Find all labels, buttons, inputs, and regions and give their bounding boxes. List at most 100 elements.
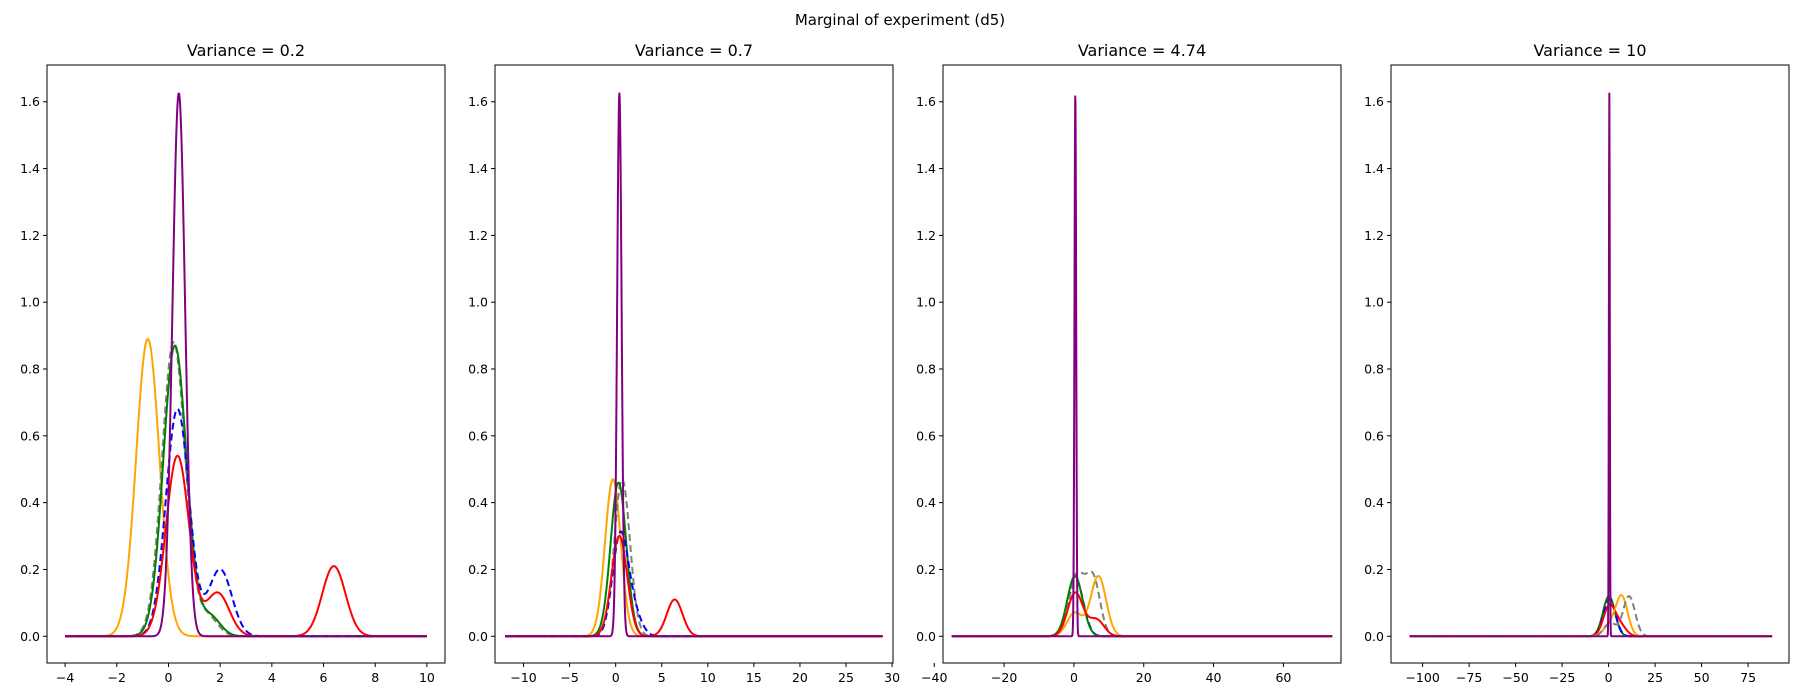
- y-tick-label: 0.0: [468, 629, 488, 644]
- subplot-4-title: Variance = 10: [1533, 41, 1646, 60]
- green-solid-curve: [64, 344, 428, 638]
- subplot-4-ticks: 0.0 0.2 0.4 0.6 0.8 1.0 1.2 1.4 1.6 −100 −75 −50 −25…: [1364, 94, 1756, 685]
- x-tick-label: −75: [1456, 670, 1482, 685]
- blue-dashed-curve: [1408, 598, 1773, 638]
- y-tick-label: 0.4: [1364, 495, 1384, 510]
- purple-solid-curve: [1408, 92, 1773, 638]
- green-solid-curve: [950, 575, 1333, 638]
- x-tick-label: 15: [746, 670, 762, 685]
- x-tick-label: 0: [1605, 670, 1613, 685]
- y-tick-label: 0.2: [468, 562, 488, 577]
- red-solid-curve: [950, 591, 1333, 638]
- x-tick-label: −25: [1549, 670, 1575, 685]
- blue-dashed-curve: [950, 578, 1333, 638]
- x-tick-label: 25: [838, 670, 854, 685]
- x-tick-label: 5: [658, 670, 666, 685]
- y-tick-label: 0.4: [20, 495, 40, 510]
- subplot-2-lines: [504, 92, 884, 638]
- x-tick-label: 20: [792, 670, 808, 685]
- y-tick-label: 0.2: [1364, 562, 1384, 577]
- y-tick-label: 1.6: [1364, 94, 1384, 109]
- y-tick-label: 1.2: [468, 228, 488, 243]
- x-tick-label: −20: [991, 670, 1017, 685]
- subplot-4-lines: [1408, 92, 1773, 638]
- subplot-1-ticks: 0.0 0.2 0.4 0.6 0.8 1.0 1.2 1.4 1.6 −4 −2 0 2 4 6 8 10: [20, 94, 435, 685]
- y-tick-label: 0.0: [20, 629, 40, 644]
- x-tick-label: 60: [1275, 670, 1291, 685]
- subplot-2-ticks: 0.0 0.2 0.4 0.6 0.8 1.0 1.2 1.4 1.6 −10 −5 0 5 10 15 20…: [468, 94, 900, 685]
- green-solid-curve: [504, 481, 884, 638]
- subplot-1-frame: [46, 64, 446, 664]
- gray-dashed-curve: [1408, 595, 1773, 638]
- subplot-2-frame: [494, 64, 894, 664]
- x-tick-label: −50: [1502, 670, 1528, 685]
- x-tick-label: 2: [216, 670, 224, 685]
- subplot-4: Variance = 10 0.0 0.2 0.4 0.6 0.8 1.0 1.2 1.4 1.…: [1364, 41, 1790, 685]
- y-tick-label: 0.8: [468, 362, 488, 377]
- gray-dashed-curve: [64, 341, 428, 638]
- subplot-4-frame: [1390, 64, 1790, 664]
- y-tick-label: 0.8: [20, 362, 40, 377]
- y-tick-label: 0.8: [1364, 362, 1384, 377]
- y-tick-label: 0.0: [1364, 629, 1384, 644]
- y-tick-label: 1.4: [20, 161, 40, 176]
- y-tick-label: 1.4: [1364, 161, 1384, 176]
- subplot-2: Variance = 0.7 0.0 0.2 0.4 0.6 0.8 1.0 1.2 1.4 1…: [468, 41, 900, 685]
- subplot-3: Variance = 4.74 0.0 0.2 0.4 0.6 0.8 1.0 1.2 1.4…: [916, 41, 1342, 685]
- x-tick-label: 30: [884, 670, 900, 685]
- orange-solid-curve: [950, 574, 1333, 638]
- x-tick-label: 75: [1740, 670, 1756, 685]
- y-tick-label: 0.6: [916, 428, 936, 443]
- orange-solid-curve: [504, 478, 884, 638]
- y-tick-label: 1.2: [916, 228, 936, 243]
- x-tick-label: 50: [1694, 670, 1710, 685]
- subplot-1-lines: [64, 92, 428, 638]
- x-tick-label: 10: [419, 670, 435, 685]
- x-tick-label: −10: [510, 670, 536, 685]
- x-tick-label: −4: [56, 670, 74, 685]
- gray-dashed-curve: [950, 570, 1333, 638]
- y-tick-label: 0.0: [916, 629, 936, 644]
- red-solid-curve: [64, 454, 428, 638]
- y-tick-label: 0.6: [468, 428, 488, 443]
- figure-title: Marginal of experiment (d5): [795, 11, 1005, 29]
- gray-dashed-curve: [504, 478, 884, 638]
- purple-solid-curve: [504, 92, 884, 638]
- red-solid-curve: [1408, 603, 1773, 638]
- subplot-3-title: Variance = 4.74: [1078, 41, 1206, 60]
- purple-solid-curve: [950, 95, 1333, 638]
- subplot-3-lines: [950, 95, 1333, 638]
- y-tick-label: 1.2: [1364, 228, 1384, 243]
- y-tick-label: 1.6: [468, 94, 488, 109]
- y-tick-label: 0.6: [1364, 428, 1384, 443]
- blue-dashed-curve: [504, 530, 884, 638]
- y-tick-label: 0.2: [20, 562, 40, 577]
- y-tick-label: 1.0: [916, 295, 936, 310]
- y-tick-label: 1.4: [468, 161, 488, 176]
- y-tick-label: 1.6: [916, 94, 936, 109]
- purple-solid-curve: [64, 92, 428, 638]
- x-tick-label: 8: [371, 670, 379, 685]
- subplot-3-ticks: 0.0 0.2 0.4 0.6 0.8 1.0 1.2 1.4 1.6 −40 −20 0 20 40 60: [916, 94, 1291, 685]
- y-tick-label: 0.6: [20, 428, 40, 443]
- subplot-1-title: Variance = 0.2: [187, 41, 305, 60]
- subplot-1: Variance = 0.2 0.0 0.2 0.4 0.6 0.8 1.0 1.2 1.4 1…: [20, 41, 446, 685]
- y-tick-label: 1.6: [20, 94, 40, 109]
- green-solid-curve: [1408, 595, 1773, 638]
- y-tick-label: 1.4: [916, 161, 936, 176]
- y-tick-label: 0.2: [916, 562, 936, 577]
- x-tick-label: 0: [612, 670, 620, 685]
- y-tick-label: 0.4: [916, 495, 936, 510]
- orange-solid-curve: [1408, 594, 1773, 638]
- x-tick-label: 4: [268, 670, 276, 685]
- blue-dashed-curve: [64, 408, 428, 638]
- y-tick-label: 1.0: [20, 295, 40, 310]
- x-tick-label: 40: [1206, 670, 1222, 685]
- subplot-3-frame: [942, 64, 1342, 664]
- y-tick-label: 1.0: [468, 295, 488, 310]
- x-tick-label: −2: [108, 670, 126, 685]
- x-tick-label: 0: [1070, 670, 1078, 685]
- red-solid-curve: [504, 535, 884, 638]
- x-tick-label: −100: [1405, 670, 1439, 685]
